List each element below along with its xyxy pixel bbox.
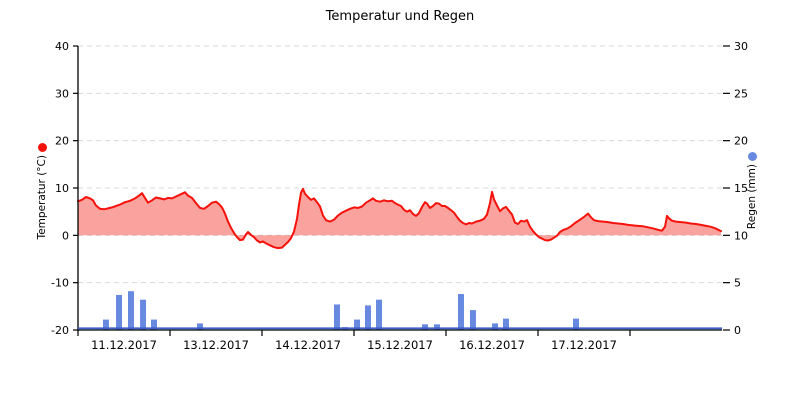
y-left-tick-label: 10 [55, 182, 69, 195]
rain-marker-icon [747, 152, 757, 161]
y-right-tick-label: 10 [734, 229, 748, 242]
temperature-area [78, 188, 721, 249]
y-right-tick-label: 25 [734, 87, 748, 100]
rain-bar [116, 294, 123, 330]
rain-bar [333, 304, 340, 330]
y-left-tick-label: -20 [51, 324, 69, 337]
x-tick-label: 17.12.2017 [551, 338, 617, 352]
y-right-tick-label: 15 [734, 182, 748, 195]
rain-bar [140, 299, 147, 330]
rain-bar [102, 319, 109, 330]
rain-bar [573, 318, 579, 330]
rain-bar [502, 318, 509, 330]
rain-bar [128, 291, 134, 330]
y-left-tick-label: 0 [62, 229, 69, 242]
rain-bar [354, 319, 361, 330]
rain-bar [469, 310, 476, 330]
y-left-tick-label: 40 [55, 40, 69, 53]
chart-title: Temperatur und Regen [325, 9, 475, 24]
temperature-line [77, 187, 722, 250]
y-right-tick-label: 20 [734, 135, 748, 148]
rain-bar [364, 305, 371, 330]
left-axis-title: Temperatur (°C) [35, 155, 48, 240]
y-left-tick-label: -10 [51, 277, 69, 290]
x-tick-label: 16.12.2017 [459, 338, 525, 352]
rain-bar [151, 319, 157, 330]
x-tick-label: 15.12.2017 [367, 338, 433, 352]
right-axis-group: Regen (mm) [744, 152, 760, 229]
y-right-tick-label: 5 [734, 277, 741, 290]
y-left-tick-label: 20 [55, 135, 69, 148]
rain-bar [197, 323, 203, 330]
x-tick-label: 13.12.2017 [183, 338, 249, 352]
x-tick-label: 14.12.2017 [275, 338, 341, 352]
rain-bar [458, 294, 464, 330]
y-right-tick-label: 0 [734, 324, 741, 337]
rain-bar [376, 299, 383, 330]
rain-bar [433, 324, 440, 330]
temperature-marker-icon [37, 143, 47, 152]
x-tick-label: 11.12.2017 [91, 338, 157, 352]
rain-bar [492, 323, 499, 330]
right-axis-title: Regen (mm) [745, 164, 758, 230]
y-left-tick-label: 30 [55, 87, 69, 100]
rain-bar [422, 324, 429, 330]
left-axis-group: Temperatur (°C) [34, 143, 50, 239]
y-right-tick-label: 30 [734, 40, 748, 53]
